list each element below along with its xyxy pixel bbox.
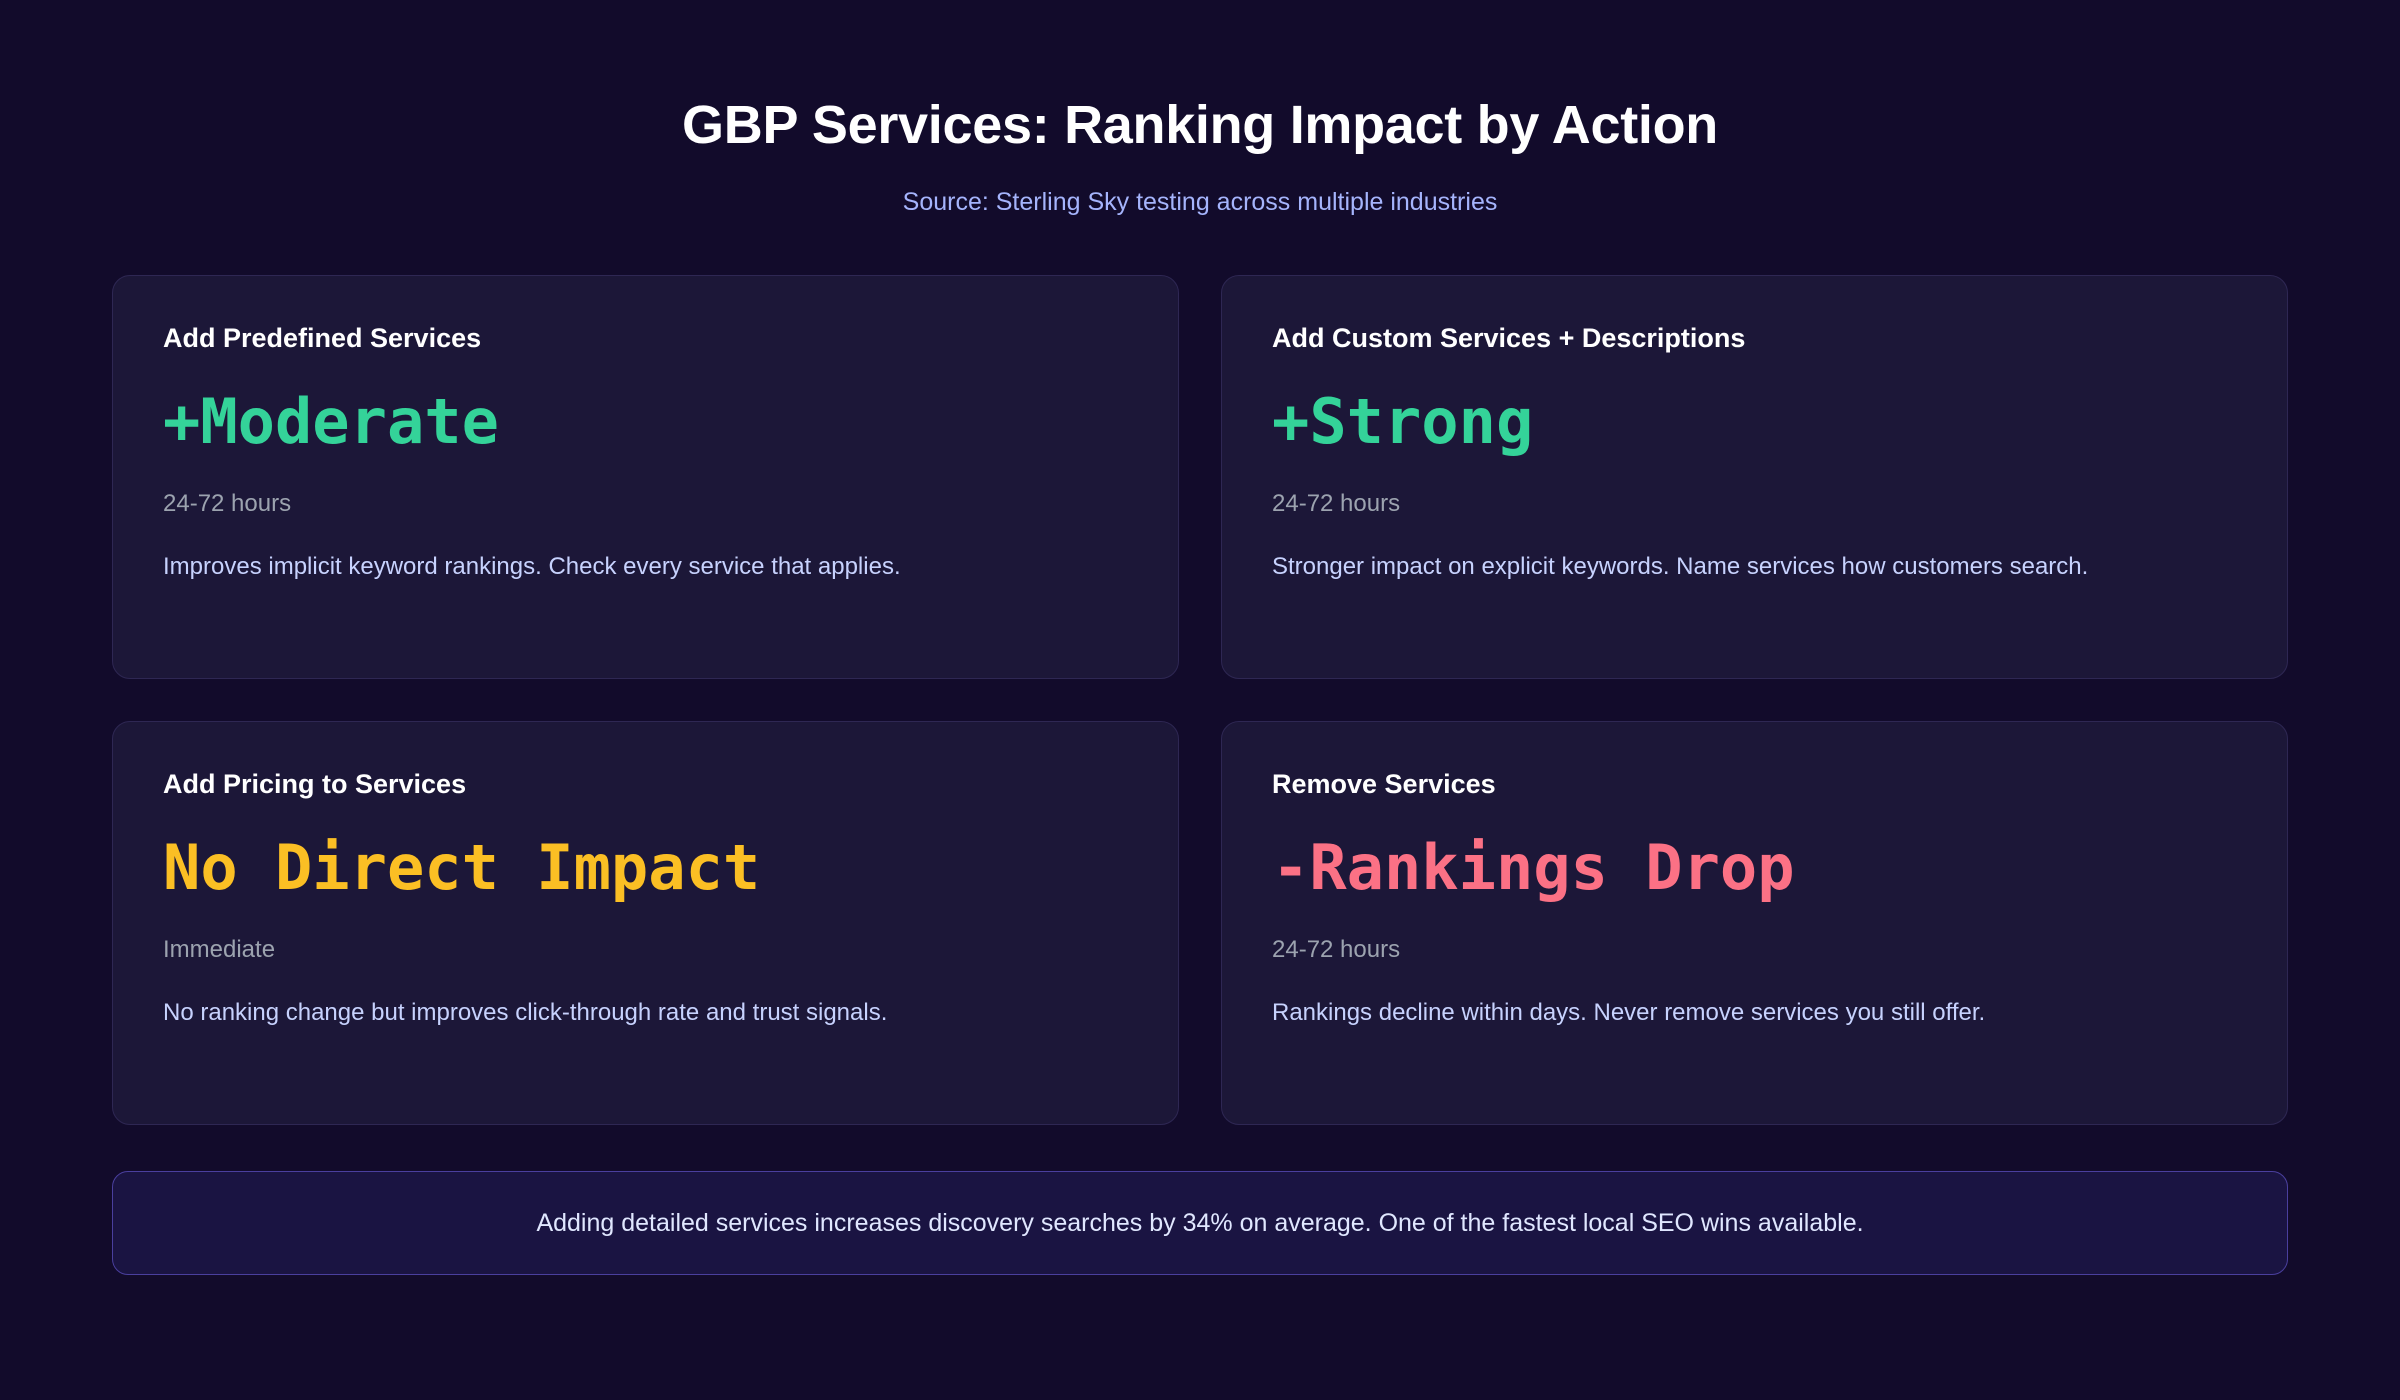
card-impact-value: +Moderate [163,384,499,458]
card-title: Add Custom Services + Descriptions [1272,323,1746,354]
footer-note-banner: Adding detailed services increases disco… [112,1171,2288,1276]
card-impact-value: -Rankings Drop [1272,830,1795,904]
impact-card-add-predefined-services: Add Predefined Services +Moderate 24-72 … [112,275,1179,680]
card-timing: 24-72 hours [1272,489,1401,517]
card-title: Add Pricing to Services [163,769,467,800]
card-description: Stronger impact on explicit keywords. Na… [1272,552,2089,580]
impact-card-add-pricing-to-services: Add Pricing to Services No Direct Impact… [112,721,1179,1126]
card-timing: Immediate [163,935,276,963]
card-description: Rankings decline within days. Never remo… [1272,998,1986,1026]
impact-card-grid: Add Predefined Services +Moderate 24-72 … [112,275,2288,1126]
card-description: No ranking change but improves click-thr… [163,998,888,1026]
footer-note-text: Adding detailed services increases disco… [536,1209,1864,1238]
card-impact-value: No Direct Impact [163,830,761,904]
card-impact-value: +Strong [1272,384,1534,458]
page-title: GBP Services: Ranking Impact by Action [682,95,1718,155]
card-timing: 24-72 hours [163,489,292,517]
card-timing: 24-72 hours [1272,935,1401,963]
header: GBP Services: Ranking Impact by Action S… [112,0,2288,217]
page-subtitle-source: Source: Sterling Sky testing across mult… [902,188,1498,217]
impact-card-remove-services: Remove Services -Rankings Drop 24-72 hou… [1221,721,2288,1126]
card-title: Remove Services [1272,769,1496,800]
card-title: Add Predefined Services [163,323,482,354]
impact-card-add-custom-services: Add Custom Services + Descriptions +Stro… [1221,275,2288,680]
card-description: Improves implicit keyword rankings. Chec… [163,552,901,580]
